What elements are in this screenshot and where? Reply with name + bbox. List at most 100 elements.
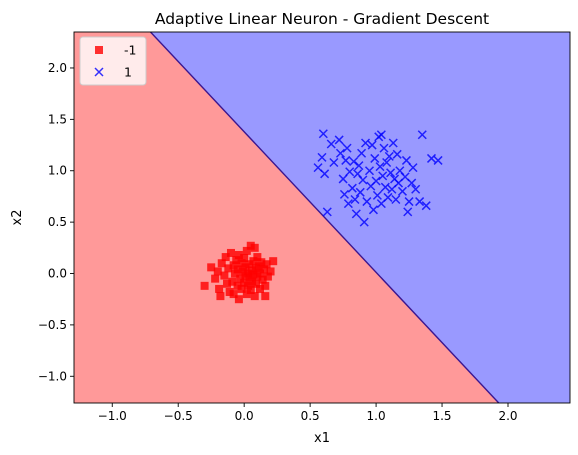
- point-class-1: [326, 139, 336, 149]
- point-class-1: [351, 209, 361, 219]
- point-class-1: [317, 152, 327, 162]
- x-tick-label: −1.0: [98, 409, 127, 423]
- point-class-neg1: [262, 260, 271, 269]
- chart-title: Adaptive Linear Neuron - Gradient Descen…: [155, 10, 489, 28]
- point-class-neg1: [256, 284, 264, 293]
- data-points: [200, 129, 443, 304]
- point-class-neg1: [217, 259, 226, 268]
- x-tick-label: 2.0: [498, 409, 517, 423]
- point-class-neg1: [236, 274, 245, 283]
- point-class-neg1: [252, 279, 261, 288]
- point-class-1: [341, 155, 351, 165]
- x-tick-label: 0.5: [301, 409, 320, 423]
- point-class-neg1: [269, 257, 278, 266]
- point-class-1: [364, 166, 375, 176]
- y-tick-label: 2.0: [48, 61, 67, 75]
- point-class-neg1: [254, 262, 263, 271]
- point-class-neg1: [200, 281, 209, 290]
- legend-label: 1: [124, 65, 132, 80]
- point-class-1: [359, 217, 369, 227]
- point-class-neg1: [233, 265, 242, 274]
- x-tick-label: 0.0: [235, 409, 254, 423]
- point-class-neg1: [261, 281, 270, 290]
- point-class-1: [404, 197, 414, 207]
- plot-frame: [73, 31, 571, 404]
- point-class-neg1: [207, 263, 216, 272]
- point-class-1: [361, 138, 371, 148]
- point-class-1: [417, 130, 427, 140]
- point-class-1: [350, 194, 360, 205]
- legend-label: -1: [124, 43, 136, 58]
- point-class-1: [343, 199, 353, 209]
- point-class-1: [322, 207, 332, 217]
- y-tick-label: 1.5: [48, 112, 67, 126]
- point-class-1: [339, 189, 349, 199]
- point-class-neg1: [250, 292, 259, 301]
- point-class-1: [370, 153, 380, 163]
- point-class-1: [388, 138, 398, 148]
- legend: -11: [79, 36, 147, 86]
- point-class-neg1: [237, 284, 246, 293]
- point-class-1: [401, 155, 411, 165]
- point-class-1: [347, 183, 357, 193]
- legend-marker-x: [94, 67, 104, 77]
- point-class-1: [371, 176, 381, 186]
- point-class-1: [349, 156, 359, 167]
- point-class-1: [421, 201, 431, 211]
- point-class-neg1: [242, 290, 251, 299]
- x-tick-label: −0.5: [164, 409, 193, 423]
- point-class-neg1: [224, 264, 233, 273]
- point-class-1: [408, 163, 418, 173]
- point-class-neg1: [249, 257, 258, 266]
- point-class-neg1: [242, 246, 251, 255]
- point-class-neg1: [229, 290, 238, 299]
- point-class-neg1: [228, 277, 237, 286]
- point-class-1: [320, 169, 330, 179]
- point-class-1: [375, 162, 385, 172]
- y-tick-label: 0.5: [48, 215, 67, 229]
- point-class-1: [379, 143, 389, 153]
- point-class-neg1: [237, 259, 246, 268]
- point-class-neg1: [221, 253, 230, 262]
- y-tick-label: −1.0: [38, 369, 67, 383]
- point-class-neg1: [215, 284, 224, 293]
- point-class-1: [372, 190, 382, 200]
- point-class-1: [354, 161, 364, 171]
- point-class-1: [386, 168, 396, 178]
- x-tick-label: 1.0: [367, 409, 386, 423]
- point-class-neg1: [238, 267, 247, 276]
- decision-boundary-line: [150, 32, 500, 403]
- point-class-1: [335, 148, 345, 158]
- point-class-neg1: [211, 274, 220, 283]
- x-axis-ticks: −1.0 −0.5 0.0 0.5 1.0 1.5 2.0: [98, 403, 518, 423]
- point-class-neg1: [261, 292, 270, 301]
- point-class-1: [368, 205, 378, 215]
- point-class-1: [353, 169, 363, 179]
- point-class-1: [355, 187, 365, 197]
- point-class-1: [415, 197, 425, 207]
- point-class-1: [384, 151, 394, 161]
- point-class-neg1: [244, 281, 253, 290]
- point-class-1: [392, 149, 402, 159]
- point-class-neg1: [213, 267, 222, 276]
- y-axis-ticks: −1.0 −0.5 0.0 0.5 1.0 1.5 2.0: [38, 61, 74, 383]
- point-class-1: [383, 192, 393, 202]
- point-class-1: [376, 130, 386, 140]
- point-class-1: [391, 194, 401, 205]
- legend-marker-square: [95, 46, 103, 54]
- point-class-1: [433, 155, 443, 165]
- point-class-neg1: [226, 248, 235, 257]
- region-class-neg1: [74, 32, 499, 403]
- point-class-neg1: [250, 243, 259, 252]
- point-class-neg1: [220, 271, 229, 280]
- point-class-neg1: [230, 269, 239, 278]
- point-class-neg1: [232, 256, 241, 265]
- point-class-1: [338, 174, 348, 184]
- point-class-1: [382, 157, 392, 168]
- y-tick-label: −0.5: [38, 318, 67, 332]
- point-class-1: [397, 186, 407, 196]
- point-class-neg1: [259, 265, 268, 274]
- point-class-1: [380, 182, 390, 192]
- point-class-neg1: [234, 295, 243, 304]
